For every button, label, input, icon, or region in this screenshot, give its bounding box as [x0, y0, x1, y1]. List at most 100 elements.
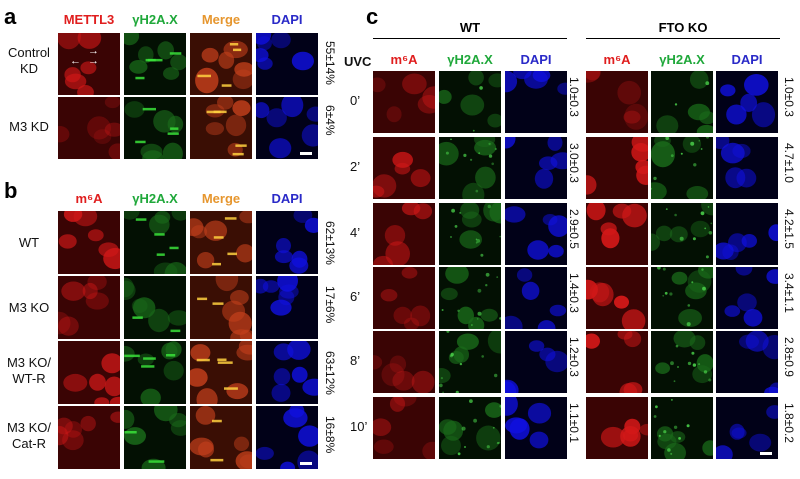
panel-a-image	[58, 33, 120, 95]
panel-b-value: 62±13%	[323, 221, 337, 265]
panel-c-wt-value: 2.9±0.5	[567, 209, 581, 249]
panel-a-image	[124, 97, 186, 159]
arrow-icon: →	[88, 45, 99, 57]
panel-b-row-label: M3 KO	[8, 300, 50, 315]
panel-a-row-label: Control KD	[8, 45, 50, 76]
panel-b-header: DAPI	[271, 191, 303, 206]
panel-c-letter: c	[366, 4, 379, 29]
panel-c-wt-value: 1.2±0.3	[567, 337, 581, 377]
panel-c-fto-image	[651, 331, 713, 393]
panel-b-image	[124, 211, 186, 274]
panel-c-time-label: 10’	[350, 419, 368, 434]
panel-c-time-label: 4’	[350, 225, 361, 240]
panel-c-wt-image	[505, 71, 567, 133]
panel-c-time-label: 0’	[350, 93, 361, 108]
panel-b-image	[124, 276, 186, 339]
panel-c-fto-image	[651, 267, 713, 329]
panel-c-wt-image	[439, 267, 501, 329]
group-divider	[586, 38, 780, 39]
panel-b-image	[58, 211, 120, 274]
panel-b-image	[190, 276, 252, 339]
panel-a-row-label: M3 KD	[9, 119, 49, 134]
panel-a-image	[256, 97, 318, 159]
panel-c-time-label: 8’	[350, 353, 361, 368]
panel-c-wt-image	[373, 397, 435, 459]
panel-b-image	[256, 341, 318, 404]
panel-b-header: Merge	[201, 191, 241, 206]
group-divider	[373, 38, 567, 39]
panel-b-image	[190, 211, 252, 274]
panel-b-value: 17±6%	[323, 286, 337, 324]
panel-a-value: 6±4%	[323, 105, 337, 136]
panel-a-value: 55±14%	[323, 41, 337, 85]
panel-a-header: Merge	[201, 12, 241, 27]
panel-c-header: m⁶A	[390, 52, 418, 67]
panel-b-image	[58, 406, 120, 469]
panel-b-image	[256, 276, 318, 339]
panel-b-image	[190, 406, 252, 469]
arrow-icon: →	[88, 55, 99, 67]
panel-c-fto-image	[651, 71, 713, 133]
panel-a-image	[124, 33, 186, 95]
uvc-label: UVC	[344, 54, 372, 69]
panel-a-header: DAPI	[271, 12, 303, 27]
scale-bar	[760, 452, 772, 455]
panel-c-fto-image	[716, 331, 778, 393]
panel-c-fto-image	[651, 137, 713, 199]
panel-c-wt-image	[439, 137, 501, 199]
panel-c-wt-image	[505, 137, 567, 199]
panel-b-image	[190, 341, 252, 404]
panel-c-wt-image	[373, 71, 435, 133]
scale-bar	[300, 152, 312, 155]
panel-c-wt-value: 1.1±0.1	[567, 403, 581, 443]
panel-c-wt-image	[439, 331, 501, 393]
panel-c-wt-value: 3.0±0.3	[567, 143, 581, 183]
panel-b-value: 16±8%	[323, 416, 337, 454]
panel-c-fto-value: 1.0±0.3	[782, 77, 796, 117]
panel-c-fto-image	[586, 71, 648, 133]
panel-b-letter: b	[4, 178, 18, 203]
panel-c-header: DAPI	[731, 52, 763, 67]
panel-a-image	[190, 97, 252, 159]
panel-c-fto-value: 4.2±1.5	[782, 209, 796, 249]
panel-b-header: m⁶A	[75, 191, 103, 206]
panel-c-wt-image	[373, 331, 435, 393]
panel-c-fto-image	[716, 71, 778, 133]
panel-b-image	[256, 406, 318, 469]
panel-c-fto-image	[716, 267, 778, 329]
panel-c-wt-image	[373, 137, 435, 199]
panel-a-image	[190, 33, 252, 95]
panel-c-fto-image	[651, 203, 713, 265]
panel-c-fto-image	[716, 203, 778, 265]
panel-c-fto-image	[586, 331, 648, 393]
panel-c-wt-image	[505, 331, 567, 393]
panel-b-row-label: M3 KO/ WT-R	[6, 355, 52, 386]
scale-bar	[300, 462, 312, 465]
panel-b-image	[256, 211, 318, 274]
panel-c-header: DAPI	[520, 52, 552, 67]
panel-c-group-title: FTO KO	[658, 20, 708, 35]
panel-c-wt-image	[505, 397, 567, 459]
panel-c-wt-image	[505, 267, 567, 329]
arrow-icon: ←	[70, 55, 81, 67]
panel-c-wt-image	[505, 203, 567, 265]
panel-a-image	[256, 33, 318, 95]
panel-c-wt-image	[373, 267, 435, 329]
panel-c-header: m⁶A	[603, 52, 631, 67]
panel-c-fto-image	[586, 137, 648, 199]
panel-c-wt-image	[373, 203, 435, 265]
panel-c-time-label: 6’	[350, 289, 361, 304]
panel-c-time-label: 2’	[350, 159, 361, 174]
panel-c-fto-value: 1.8±0.2	[782, 403, 796, 443]
panel-c-wt-value: 1.4±0.3	[567, 273, 581, 313]
panel-c-group-title: WT	[459, 20, 481, 35]
panel-c-wt-value: 1.0±0.3	[567, 77, 581, 117]
panel-c-header: γH2A.X	[659, 52, 705, 67]
panel-c-fto-image	[586, 397, 648, 459]
panel-a-header: METTL3	[63, 12, 115, 27]
panel-c-wt-image	[439, 397, 501, 459]
panel-a-letter: a	[4, 4, 17, 29]
panel-a-image	[58, 97, 120, 159]
panel-c-fto-value: 2.8±0.9	[782, 337, 796, 377]
panel-c-fto-value: 4.7±1.0	[782, 143, 796, 183]
